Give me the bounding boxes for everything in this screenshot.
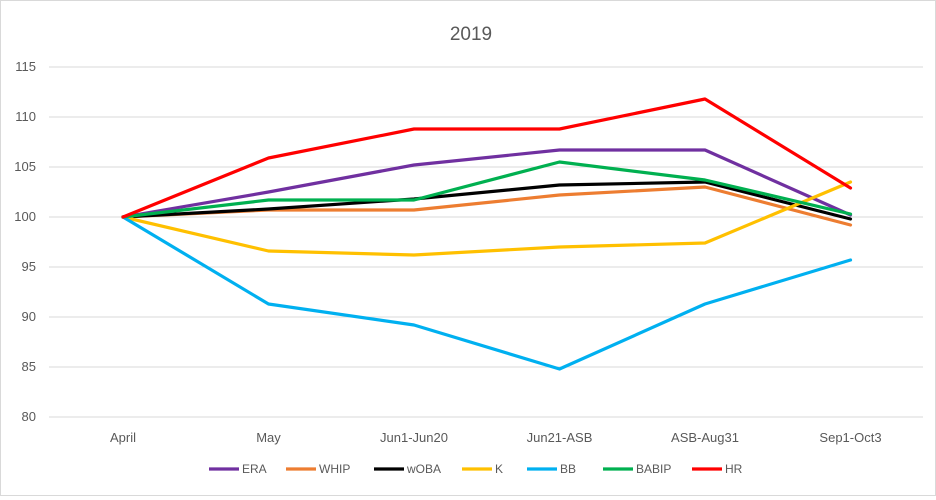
- series-line-babip: [121, 160, 853, 219]
- y-tick-label: 100: [14, 209, 36, 224]
- x-tick-label: ASB-Aug31: [671, 430, 739, 445]
- legend-label: WHIP: [319, 462, 350, 476]
- series-lines: [121, 97, 853, 371]
- x-tick-label: May: [256, 430, 281, 445]
- legend-label: BABIP: [636, 462, 671, 476]
- y-tick-label: 115: [15, 59, 36, 74]
- y-tick-label: 80: [22, 409, 36, 424]
- legend-label: HR: [725, 462, 743, 476]
- y-tick-label: 110: [15, 109, 36, 124]
- series-line-hr: [121, 97, 853, 219]
- x-tick-label: Sep1-Oct3: [819, 430, 881, 445]
- legend: ERA WHIP wOBA K BB BABIP HR: [209, 462, 743, 476]
- x-tick-label: April: [110, 430, 136, 445]
- legend-label: ERA: [242, 462, 267, 476]
- x-tick-label: Jun1-Jun20: [380, 430, 448, 445]
- legend-label: K: [495, 462, 503, 476]
- gridlines: [49, 66, 923, 418]
- legend-label: wOBA: [406, 462, 441, 476]
- y-tick-label: 95: [22, 259, 36, 274]
- chart-title: 2019: [450, 24, 492, 45]
- legend-label: BB: [560, 462, 576, 476]
- series-line-era: [121, 148, 853, 219]
- series-line-k: [121, 180, 853, 257]
- series-line-woba: [121, 180, 853, 221]
- y-axis-ticks: 80 85 90 95 100 105 110 115: [14, 59, 36, 424]
- y-tick-label: 105: [14, 159, 36, 174]
- y-tick-label: 85: [22, 359, 36, 374]
- x-tick-label: Jun21-ASB: [527, 430, 593, 445]
- series-line-bb: [121, 215, 853, 371]
- y-tick-label: 90: [22, 309, 36, 324]
- x-axis-ticks: April May Jun1-Jun20 Jun21-ASB ASB-Aug31 Sep1…: [110, 430, 882, 445]
